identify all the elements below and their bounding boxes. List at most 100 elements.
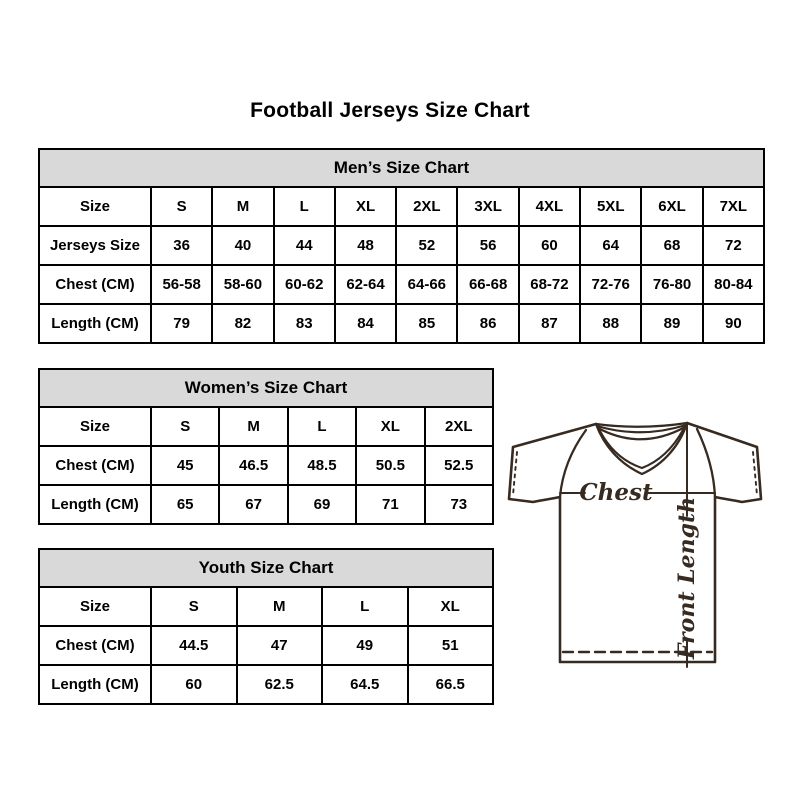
value-cell: 60 bbox=[150, 664, 238, 705]
value-cell: 62.5 bbox=[235, 664, 323, 705]
vneck-inner-edge bbox=[598, 428, 685, 470]
table-row: Length (CM) 65 67 69 71 73 bbox=[38, 484, 495, 525]
value-cell: 67 bbox=[218, 484, 289, 525]
row-label-cell: Jerseys Size bbox=[38, 225, 152, 266]
table-section-title: Youth Size Chart bbox=[38, 548, 494, 588]
value-cell: 90 bbox=[701, 303, 766, 344]
value-cell: 62-64 bbox=[333, 264, 398, 305]
value-cell: 68 bbox=[640, 225, 704, 266]
value-cell: 46.5 bbox=[218, 445, 289, 486]
value-cell: L bbox=[286, 406, 358, 447]
womens-size-table: Women’s Size Chart Size S M L XL 2XL Chest (CM)… bbox=[38, 368, 495, 525]
collar-band-arc-2 bbox=[596, 425, 687, 441]
table-row: Jerseys Size 36 40 44 48 52 56 60 64 68 72 bbox=[38, 225, 766, 266]
value-cell: 66.5 bbox=[406, 664, 494, 705]
value-cell: S bbox=[149, 406, 221, 447]
table-row: Size S M L XL 2XL 3XL 4XL 5XL 6XL 7XL bbox=[38, 186, 766, 227]
value-cell: 58-60 bbox=[211, 264, 275, 305]
value-cell: 4XL bbox=[517, 186, 582, 227]
value-cell: 36 bbox=[149, 225, 214, 266]
value-cell: 49 bbox=[321, 625, 409, 666]
value-cell: 66-68 bbox=[456, 264, 520, 305]
table-section-title: Women’s Size Chart bbox=[38, 368, 494, 408]
value-cell: 52 bbox=[395, 225, 459, 266]
value-cell: 64.5 bbox=[321, 664, 409, 705]
value-cell: 3XL bbox=[456, 186, 520, 227]
value-cell: 48.5 bbox=[286, 445, 358, 486]
page-title: Football Jerseys Size Chart bbox=[250, 99, 530, 122]
row-label-cell: Size bbox=[38, 186, 152, 227]
value-cell: 68-72 bbox=[517, 264, 582, 305]
value-cell: 80-84 bbox=[701, 264, 766, 305]
table-row: Size S M L XL bbox=[38, 586, 494, 627]
value-cell: 60-62 bbox=[272, 264, 336, 305]
value-cell: 79 bbox=[149, 303, 214, 344]
value-cell: 2XL bbox=[395, 186, 459, 227]
collar-band-arc-1 bbox=[595, 423, 688, 434]
value-cell: 82 bbox=[211, 303, 275, 344]
value-cell: L bbox=[272, 186, 336, 227]
value-cell: 69 bbox=[286, 484, 358, 525]
chest-label: Chest bbox=[579, 479, 653, 506]
value-cell: 6XL bbox=[640, 186, 704, 227]
value-cell: 64-66 bbox=[395, 264, 459, 305]
row-label-cell: Chest (CM) bbox=[38, 264, 152, 305]
table-row: Size S M L XL 2XL bbox=[38, 406, 495, 447]
value-cell: 44.5 bbox=[150, 625, 238, 666]
right-sleeve-seam bbox=[695, 427, 717, 499]
table-row: Chest (CM) 44.5 47 49 51 bbox=[38, 625, 494, 666]
value-cell: 84 bbox=[333, 303, 398, 344]
value-cell: 76-80 bbox=[640, 264, 704, 305]
value-cell: 72 bbox=[701, 225, 766, 266]
value-cell: 83 bbox=[272, 303, 336, 344]
value-cell: 87 bbox=[517, 303, 582, 344]
left-cuff-dashed-line bbox=[512, 451, 518, 496]
value-cell: 65 bbox=[149, 484, 221, 525]
value-cell: S bbox=[150, 586, 238, 627]
value-cell: 45 bbox=[149, 445, 221, 486]
table-row: Length (CM) 79 82 83 84 85 86 87 88 89 90 bbox=[38, 303, 766, 344]
value-cell: 85 bbox=[395, 303, 459, 344]
jersey-outline bbox=[507, 421, 763, 664]
value-cell: XL bbox=[333, 186, 398, 227]
jersey-illustration: Chest Front Length bbox=[507, 421, 763, 668]
value-cell: 71 bbox=[355, 484, 426, 525]
table-header-row: Youth Size Chart bbox=[38, 548, 494, 588]
value-cell: 47 bbox=[235, 625, 323, 666]
value-cell: XL bbox=[355, 406, 426, 447]
value-cell: M bbox=[211, 186, 275, 227]
value-cell: XL bbox=[406, 586, 494, 627]
table-row: Length (CM) 60 62.5 64.5 66.5 bbox=[38, 664, 494, 705]
value-cell: 89 bbox=[640, 303, 704, 344]
value-cell: 52.5 bbox=[423, 445, 495, 486]
value-cell: 88 bbox=[579, 303, 643, 344]
row-label-cell: Chest (CM) bbox=[38, 625, 152, 666]
value-cell: M bbox=[218, 406, 289, 447]
row-label-cell: Length (CM) bbox=[38, 664, 152, 705]
value-cell: 2XL bbox=[423, 406, 495, 447]
value-cell: 72-76 bbox=[579, 264, 643, 305]
left-sleeve-seam bbox=[558, 428, 588, 499]
value-cell: 56-58 bbox=[149, 264, 214, 305]
value-cell: M bbox=[235, 586, 323, 627]
value-cell: 50.5 bbox=[355, 445, 426, 486]
row-label-cell: Size bbox=[38, 586, 152, 627]
table-row: Chest (CM) 56-58 58-60 60-62 62-64 64-66 66-68… bbox=[38, 264, 766, 305]
youth-size-table: Youth Size Chart Size S M L XL Chest (CM) 44.5 4… bbox=[38, 548, 494, 705]
value-cell: 40 bbox=[211, 225, 275, 266]
value-cell: S bbox=[149, 186, 214, 227]
value-cell: 5XL bbox=[579, 186, 643, 227]
value-cell: 7XL bbox=[701, 186, 766, 227]
value-cell: L bbox=[321, 586, 409, 627]
mens-size-table: Men’s Size Chart Size S M L XL 2XL 3XL 4XL 5XL 6XL… bbox=[38, 148, 766, 344]
value-cell: 86 bbox=[456, 303, 520, 344]
table-row: Chest (CM) 45 46.5 48.5 50.5 52.5 bbox=[38, 445, 495, 486]
value-cell: 60 bbox=[517, 225, 582, 266]
jersey-measurement-diagram: Chest Front Length bbox=[500, 404, 772, 676]
table-header-row: Women’s Size Chart bbox=[38, 368, 494, 408]
table-header-row: Men’s Size Chart bbox=[38, 148, 765, 188]
collar-top-edge bbox=[594, 421, 689, 428]
value-cell: 64 bbox=[579, 225, 643, 266]
table-section-title: Men’s Size Chart bbox=[38, 148, 765, 188]
value-cell: 48 bbox=[333, 225, 398, 266]
